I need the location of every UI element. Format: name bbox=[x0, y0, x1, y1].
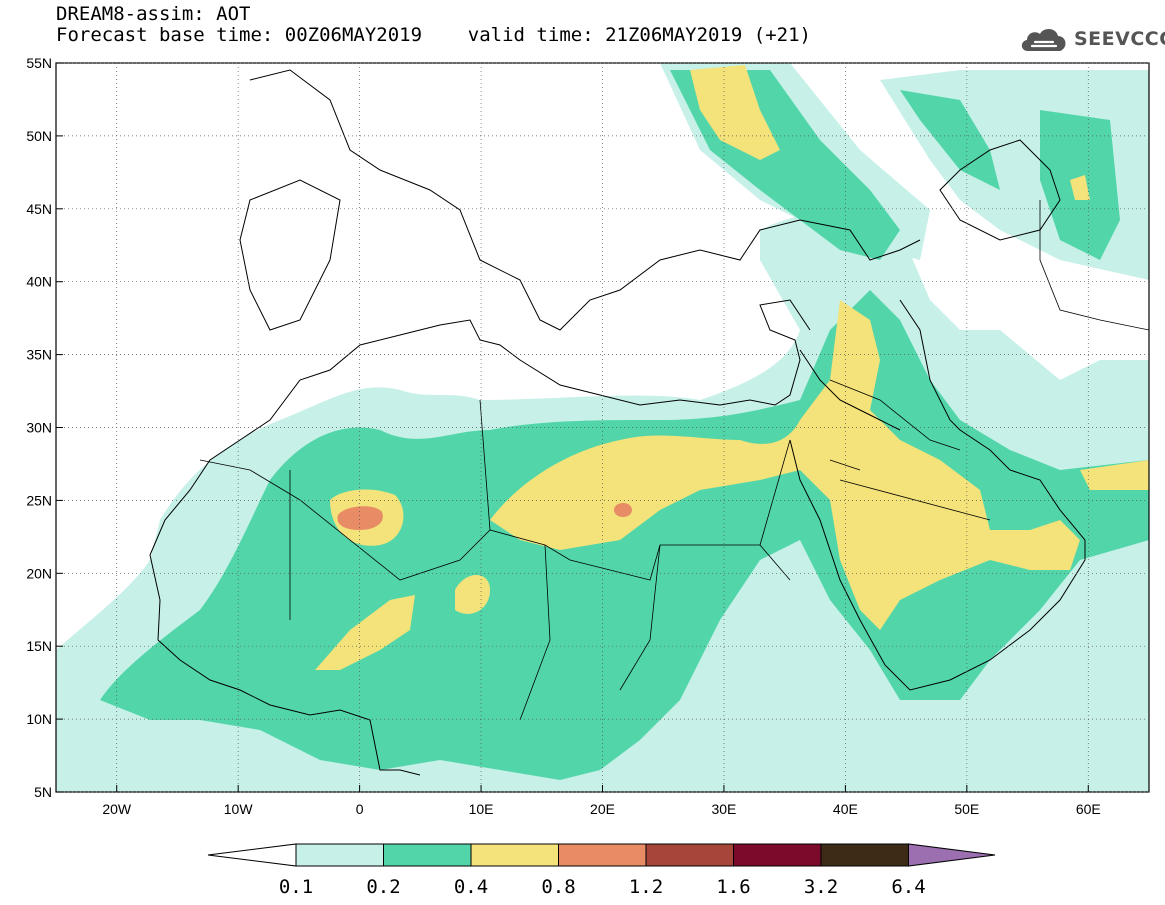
latitude-axis: 55N 50N 45N 40N 35N 30N 25N 20N 15N 10N 5N bbox=[26, 55, 63, 800]
colorbar-bin bbox=[733, 843, 822, 867]
logo-text: SEEVCCC bbox=[1074, 28, 1165, 50]
lon-tick-label: 10W bbox=[224, 801, 254, 817]
colorbar-bin bbox=[383, 843, 472, 867]
colorbar-label: 0.4 bbox=[454, 876, 488, 898]
colorbar-label: 0.1 bbox=[279, 876, 313, 898]
colorbar-label: 0.8 bbox=[541, 876, 575, 898]
graticule bbox=[56, 62, 1149, 793]
lon-tick-label: 60E bbox=[1076, 801, 1101, 817]
colorbar-label: 0.2 bbox=[366, 876, 400, 898]
colorbar-bin bbox=[558, 843, 647, 867]
lat-tick-label: 15N bbox=[26, 638, 52, 654]
lat-tick-label: 30N bbox=[26, 420, 52, 436]
colorbar-bin bbox=[820, 843, 909, 867]
lat-tick-label: 25N bbox=[26, 492, 52, 508]
lat-tick-label: 35N bbox=[26, 347, 52, 363]
lon-tick-label: 50E bbox=[954, 801, 979, 817]
colorbar-label: 1.2 bbox=[629, 876, 663, 898]
forecast-time-line: Forecast base time: 00Z06MAY2019 valid t… bbox=[56, 24, 811, 46]
lon-tick-label: 20E bbox=[590, 801, 615, 817]
colorbar-label: 3.2 bbox=[804, 876, 838, 898]
aot-band-0-8 bbox=[337, 503, 632, 530]
seevccc-logo: SEEVCCC bbox=[1018, 24, 1165, 54]
cloud-icon bbox=[1021, 28, 1066, 51]
aot-band-0-4 bbox=[315, 65, 1149, 670]
map-title: DREAM8-assim: AOT bbox=[56, 3, 251, 25]
country-borders bbox=[199, 200, 1149, 721]
lat-tick-label: 55N bbox=[26, 55, 52, 71]
lon-tick-label: 40E bbox=[833, 801, 858, 817]
coastlines bbox=[149, 69, 1086, 776]
lat-tick-label: 5N bbox=[34, 784, 52, 800]
longitude-axis: 20W 10W 0 10E 20E 30E 40E 50E 60E bbox=[102, 785, 1101, 817]
colorbar-under-triangle bbox=[207, 843, 297, 867]
lat-tick-label: 10N bbox=[26, 711, 52, 727]
lat-tick-label: 50N bbox=[26, 128, 52, 144]
lon-tick-label: 10E bbox=[469, 801, 494, 817]
colorbar-bin bbox=[295, 843, 384, 867]
lon-tick-label: 30E bbox=[711, 801, 736, 817]
colorbar-label: 6.4 bbox=[891, 876, 925, 898]
colorbar-bin bbox=[470, 843, 559, 867]
colorbar-bin bbox=[645, 843, 734, 867]
lat-tick-label: 20N bbox=[26, 565, 52, 581]
lat-tick-label: 45N bbox=[26, 201, 52, 217]
lon-tick-label: 20W bbox=[102, 801, 132, 817]
colorbar: 0.1 0.2 0.4 0.8 1.2 1.6 3.2 6.4 bbox=[207, 843, 996, 898]
colorbar-label: 1.6 bbox=[716, 876, 750, 898]
lat-tick-label: 40N bbox=[26, 274, 52, 290]
lon-tick-label: 0 bbox=[356, 801, 364, 817]
colorbar-over-triangle bbox=[908, 843, 996, 867]
